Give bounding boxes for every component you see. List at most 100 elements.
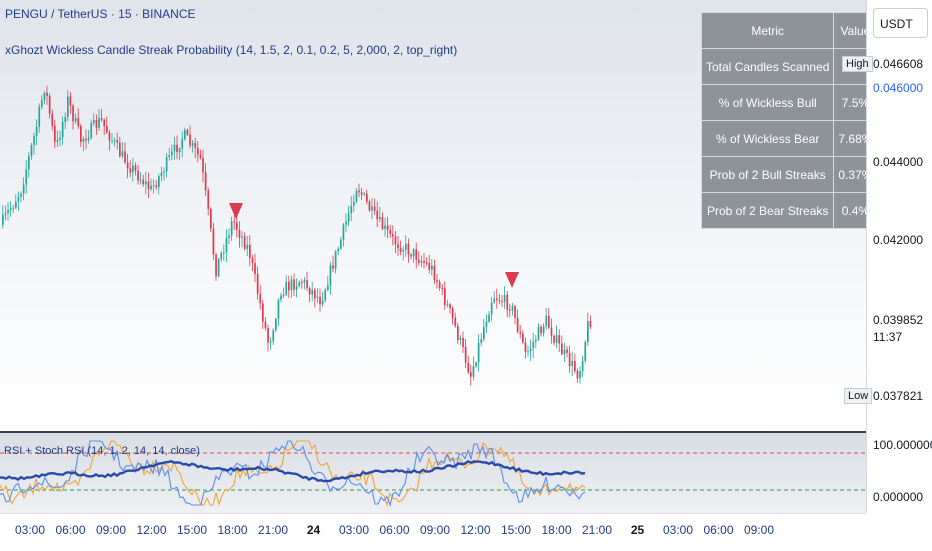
candle-body [425, 262, 428, 264]
candle-body [407, 243, 410, 255]
candle-body [106, 125, 108, 133]
candle-body [35, 126, 38, 137]
candle-body [584, 342, 587, 361]
candle-body [262, 303, 264, 322]
candle-body [475, 362, 477, 367]
candle-body [181, 139, 184, 149]
price-axis[interactable]: USDT 0.046000 0.044000 0.042000 0.046608… [866, 0, 932, 513]
candle-body [589, 321, 592, 327]
candlestick-chart[interactable] [0, 0, 866, 432]
candle-body [191, 142, 194, 146]
candle-body [436, 280, 438, 282]
pane-divider[interactable] [0, 431, 866, 433]
time-tick: 12:00 [460, 523, 491, 537]
candle-body [329, 265, 332, 286]
metric-value: 0.37% [833, 156, 866, 193]
candle-body [100, 118, 103, 120]
candle-body [233, 221, 236, 223]
candle-body [134, 165, 137, 171]
candle-body [150, 185, 152, 190]
candle-body [15, 201, 17, 208]
candle-body [540, 326, 542, 334]
candle-body [360, 192, 363, 195]
candle-body [524, 342, 527, 352]
candle-body [563, 349, 566, 355]
value-column-header: Value [833, 12, 866, 49]
candle-body [457, 325, 459, 341]
candle-body [550, 327, 553, 336]
candle-body [483, 326, 485, 340]
price-tick: 0.046000 [873, 81, 924, 95]
candle-body [316, 296, 319, 299]
table-row: % of Wickless Bull 7.5% [700, 84, 866, 121]
candle-body [412, 249, 415, 257]
candle-body [319, 296, 321, 305]
candle-body [217, 259, 220, 277]
candle-body [345, 221, 347, 225]
symbol-title[interactable]: PENGU / TetherUS · 15 · BINANCE [5, 7, 196, 21]
candle-body [311, 290, 314, 295]
candle-body [371, 206, 373, 211]
candle-body [496, 298, 498, 301]
time-axis[interactable]: 03:00 06:00 09:00 12:00 15:00 18:00 21:00 24 03:… [0, 513, 866, 551]
candle-body [363, 193, 366, 195]
candle-body [25, 169, 28, 185]
candle-body [522, 333, 524, 343]
time-tick: 21:00 [257, 523, 289, 537]
time-tick: 09:00 [419, 523, 451, 537]
candle-body [241, 236, 243, 238]
candle-body [33, 136, 35, 146]
table-row: Prob of 2 Bull Streaks 0.37% [700, 156, 866, 193]
candle-body [93, 120, 95, 123]
time-tick: 03:00 [14, 523, 46, 537]
candle-body [124, 151, 126, 163]
candle-body [165, 157, 168, 172]
candle-body [334, 251, 337, 269]
candle-body [85, 138, 87, 141]
candle-body [470, 372, 472, 377]
candle-body [574, 361, 576, 372]
candle-body [373, 206, 376, 211]
candle-body [433, 265, 436, 281]
candle-body [246, 244, 249, 249]
candle-body [103, 119, 106, 126]
candle-body [410, 254, 412, 257]
candle-body [275, 318, 277, 331]
candle-body [272, 330, 275, 342]
time-tick: 24 [306, 523, 321, 537]
candle-body [171, 151, 173, 156]
candle-body [514, 306, 516, 319]
bear-signal-marker [229, 203, 243, 219]
candle-body [46, 92, 48, 96]
candle-body [80, 126, 82, 142]
candle-body [126, 162, 129, 169]
rsi-oscillator-chart[interactable] [0, 433, 866, 513]
candle-body [472, 366, 475, 377]
candle-body [277, 299, 280, 319]
candle-body [194, 142, 197, 149]
metrics-table: Metric Value Total Candles Scanned 2088 … [700, 12, 866, 229]
candle-body [579, 371, 581, 379]
indicator-title[interactable]: xGhozt Wickless Candle Streak Probabilit… [5, 43, 458, 57]
candle-body [402, 249, 405, 252]
rsi-pane[interactable]: RSI + Stoch RSI (14, 1, 2, 14, 14, close… [0, 433, 866, 513]
candle-body [160, 172, 163, 176]
candle-body [56, 139, 59, 142]
candle-body [368, 201, 371, 211]
candle-body [527, 351, 529, 353]
candle-body [259, 293, 262, 304]
candle-body [454, 317, 457, 326]
candle-body [306, 280, 308, 289]
metric-label: Prob of 2 Bull Streaks [700, 156, 835, 193]
rsi-axis-bottom: 0.000000 [873, 490, 924, 504]
main-chart-pane[interactable]: PENGU / TetherUS · 15 · BINANCE xGhozt W… [0, 0, 866, 432]
candle-body [529, 348, 532, 352]
table-row: Prob of 2 Bear Streaks 0.4% [700, 192, 866, 229]
currency-selector[interactable]: USDT [873, 8, 928, 38]
candle-body [119, 142, 121, 157]
rsi-indicator-title[interactable]: RSI + Stoch RSI (14, 1, 2, 14, 14, close… [4, 445, 200, 457]
candle-body [129, 168, 132, 173]
candle-body [30, 145, 33, 157]
candle-body [327, 285, 329, 290]
candle-body [54, 125, 56, 142]
